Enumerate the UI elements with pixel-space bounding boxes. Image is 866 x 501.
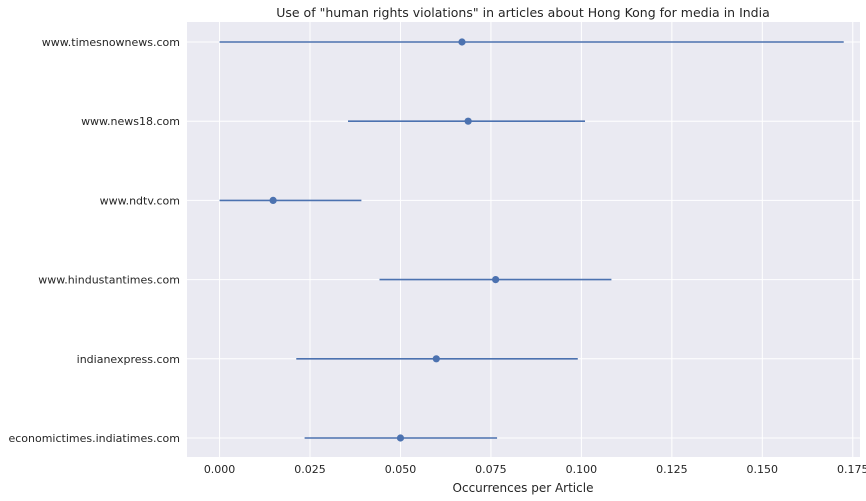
category-label: www.hindustantimes.com (38, 274, 180, 287)
x-tick-label: 0.150 (747, 463, 779, 476)
data-point (492, 276, 500, 284)
y-tick-labels: www.timesnownews.com www.news18.com www.nd… (8, 36, 180, 445)
plot-area (187, 22, 860, 457)
category-label: www.ndtv.com (100, 194, 180, 207)
category-label: indianexpress.com (77, 353, 180, 366)
x-tick-label: 0.000 (204, 463, 236, 476)
x-tick-label: 0.125 (656, 463, 688, 476)
points (269, 38, 500, 442)
data-point (464, 117, 472, 125)
x-tick-labels: 0.000 0.025 0.050 0.075 0.100 0.125 0.150 0.175 (204, 463, 866, 476)
data-point (432, 355, 440, 363)
x-tick-label: 0.050 (385, 463, 417, 476)
category-label: www.news18.com (81, 115, 180, 128)
x-tick-label: 0.025 (294, 463, 326, 476)
x-tick-label: 0.075 (475, 463, 507, 476)
data-point (396, 434, 405, 442)
x-tick-label: 0.175 (837, 463, 866, 476)
x-axis-label: Occurrences per Article (453, 481, 594, 495)
data-point (269, 196, 277, 204)
category-label: www.timesnownews.com (42, 36, 180, 49)
chart-title: Use of "human rights violations" in arti… (276, 5, 770, 20)
x-gridlines (219, 22, 854, 457)
category-label: economictimes.indiatimes.com (8, 432, 180, 445)
x-tick-label: 0.100 (566, 463, 598, 476)
data-point (458, 38, 466, 46)
